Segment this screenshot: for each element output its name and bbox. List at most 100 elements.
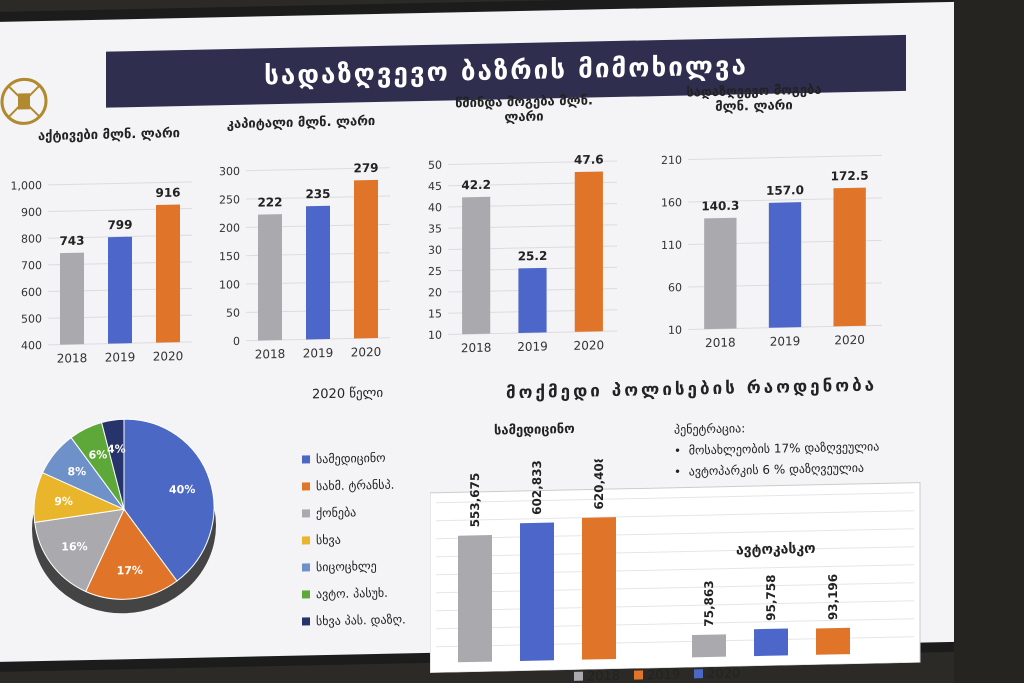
data-label: 172.5 [831, 169, 869, 184]
data-label: 25.2 [518, 249, 548, 264]
legend-swatch [302, 481, 310, 491]
x-tick-label: 2019 [105, 350, 136, 365]
x-tick-label: 2018 [255, 347, 286, 362]
y-tick-label: 100 [219, 278, 240, 291]
y-tick-label: 250 [219, 193, 240, 206]
policy-bar-2019 [754, 628, 788, 657]
legend-swatch [302, 535, 310, 545]
y-tick-label: 15 [428, 307, 442, 320]
y-tick-label: 30 [428, 244, 442, 257]
data-label: 222 [257, 195, 282, 210]
y-tick-label: 20 [428, 286, 442, 299]
monitor-bezel [954, 0, 1024, 683]
data-label: 235 [305, 187, 330, 202]
x-tick-label: 2018 [705, 335, 736, 350]
bar-2019 [306, 205, 330, 340]
data-label: 743 [59, 234, 84, 249]
legend-label: სხვა [316, 532, 341, 547]
x-tick-label: 2018 [461, 341, 492, 356]
legend-item: ქონება [302, 497, 406, 526]
bar-2018 [462, 196, 491, 335]
y-tick-label: 150 [219, 250, 240, 263]
y-tick-label: 50 [428, 159, 442, 172]
policy-bar-2018 [458, 535, 492, 663]
x-tick-label: 2019 [517, 339, 548, 354]
capital-bar-chart: 300 250 200 150 100 50 0 222 2018 235 2019 279 2020 [208, 138, 398, 376]
pie-legend: სამედიცინო სახმ. ტრანსპ. ქონება სხვა სიცოცხლ… [302, 443, 406, 634]
legend-item: სახმ. ტრანსპ. [302, 470, 406, 499]
legend-item: სხვა [302, 524, 406, 553]
bar-2020 [156, 204, 180, 343]
legend-label: სამედიცინო [316, 450, 386, 466]
y-tick-label: 10 [668, 324, 682, 337]
bar-2019 [518, 267, 547, 334]
gridline [436, 528, 914, 540]
legend-label: ქონება [316, 504, 357, 520]
legend-item: სამედიცინო [302, 443, 406, 472]
y-tick-label: 45 [428, 180, 442, 193]
y-tick-label: 110 [661, 239, 682, 252]
policy-data-label: 95,758 [764, 574, 778, 621]
insurance-profit-bar-chart: 210 160 110 60 10 140.3 2018 157.0 2019 172.5 2020 [650, 125, 890, 364]
pie-label: 16% [61, 540, 87, 554]
gridline [436, 510, 914, 522]
y-tick-label: 210 [661, 154, 682, 167]
policy-data-label: 553,675 [468, 473, 482, 528]
pie-label: 17% [117, 564, 143, 578]
chart-title-capital: კაპიტალი მლნ. ლარი [226, 114, 376, 133]
data-label: 42.2 [461, 178, 491, 193]
y-tick-label: 300 [219, 165, 240, 178]
bar-2018 [60, 252, 84, 345]
y-tick-label: 25 [428, 265, 442, 278]
y-tick-label: 900 [21, 206, 42, 219]
legend-2018: 2018 [574, 669, 620, 683]
legend-item: სხვა პას. დაზღ. [302, 605, 406, 634]
pie-label: 4% [107, 443, 126, 456]
y-tick-label: 200 [219, 222, 240, 235]
bar-2020 [833, 187, 866, 327]
data-label: 279 [353, 161, 378, 176]
x-tick-label: 2019 [770, 334, 801, 349]
gridline [688, 154, 882, 160]
data-label: 140.3 [701, 199, 739, 214]
legend-swatch [302, 508, 310, 518]
gridline [436, 600, 914, 612]
x-tick-label: 2019 [303, 346, 334, 361]
legend-item: სიცოცხლე [302, 551, 406, 580]
policy-bar-2019 [520, 522, 554, 661]
legend-label: ავტო. პასუხ. [316, 585, 388, 601]
y-tick-label: 800 [21, 232, 42, 245]
pie-label: 40% [169, 483, 195, 497]
gridline [436, 618, 914, 630]
pie-slice [85, 508, 178, 600]
legend-swatch [302, 616, 310, 626]
policy-bar-2018 [692, 634, 726, 658]
data-label: 47.6 [574, 152, 604, 167]
gridline [48, 181, 192, 186]
policy-bar-2020 [582, 517, 616, 660]
x-tick-label: 2020 [834, 333, 865, 348]
policy-data-label: 620,408 [592, 455, 606, 510]
legend-label: სახმ. ტრანსპ. [316, 477, 395, 493]
legend-label: სხვა პას. დაზღ. [316, 611, 406, 628]
legend-swatch [302, 562, 310, 572]
chart-title-assets: აქტივები მლნ. ლარი [37, 126, 181, 145]
x-tick-label: 2020 [153, 349, 184, 364]
bar-2018 [704, 217, 737, 330]
policy-data-label: 75,863 [702, 580, 716, 627]
y-tick-label: 160 [661, 196, 682, 209]
legend-swatch [302, 454, 310, 464]
y-tick-label: 50 [226, 307, 240, 320]
pie-slice [123, 418, 215, 582]
gridline [436, 564, 914, 576]
legend-item: ავტო. პასუხ. [302, 578, 406, 607]
y-tick-label: 0 [233, 335, 240, 348]
x-tick-label: 2020 [574, 338, 605, 353]
portfolio-pie-chart: 40% 17% 16% 9% 8% 6% 4% [24, 397, 244, 646]
pie-slice [34, 508, 125, 593]
pie-title: 2020 წელი [312, 385, 384, 403]
company-logo [0, 61, 50, 142]
y-tick-label: 500 [21, 312, 42, 325]
auto-casco-label: ავტოკასკო [736, 540, 816, 559]
